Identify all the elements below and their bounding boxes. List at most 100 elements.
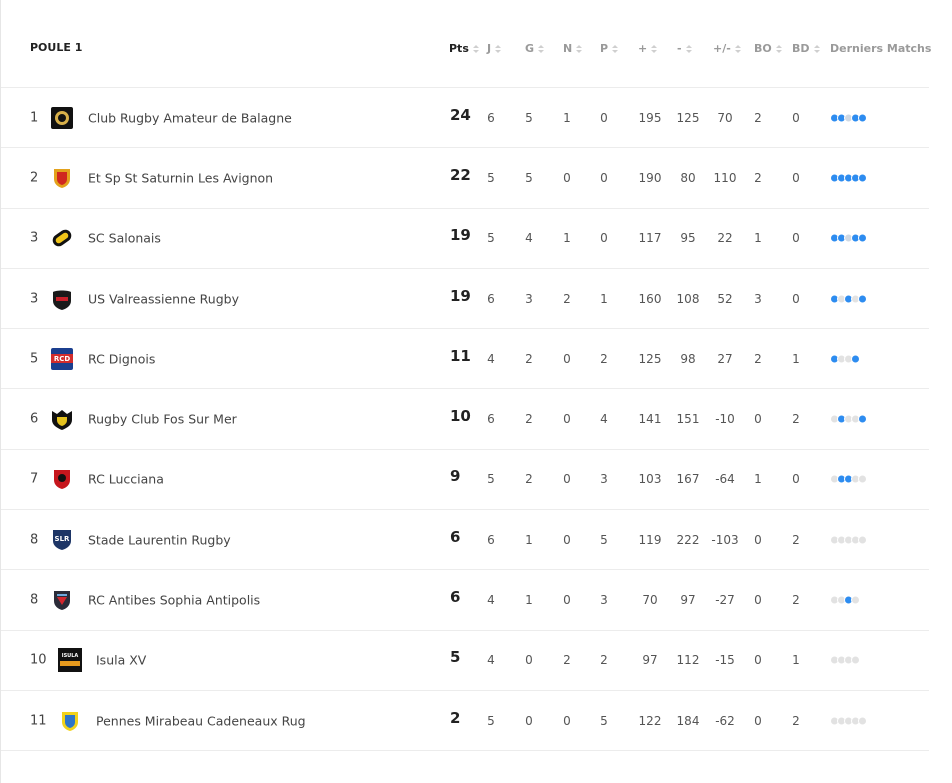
form-dot — [851, 655, 860, 665]
team-name[interactable]: RC Antibes Sophia Antipolis — [88, 592, 261, 608]
table-row[interactable]: 11 Pennes Mirabeau Cadeneaux Rug 2 5 0 0 5 122 1… — [1, 691, 929, 752]
team-name[interactable]: SC Salonais — [88, 230, 161, 246]
points: 6 — [450, 527, 461, 546]
stat-diff: -10 — [715, 412, 735, 427]
stat-g: 1 — [525, 593, 533, 608]
stat-minus: 167 — [676, 472, 700, 487]
recent-form — [830, 294, 867, 304]
points: 6 — [450, 588, 461, 607]
stat-bo: 0 — [754, 593, 762, 608]
stat-plus: 119 — [638, 532, 662, 547]
points: 24 — [450, 105, 471, 124]
sort-icon — [775, 44, 782, 53]
laurentin-logo: SLR — [50, 528, 74, 552]
rank: 8 — [30, 532, 39, 548]
table-row[interactable]: 3 SC Salonais 19 5 4 1 0 117 95 22 1 0 — [1, 209, 929, 269]
column-plus[interactable]: + — [638, 42, 658, 55]
form-dot — [858, 414, 867, 424]
column-bd[interactable]: BD — [792, 42, 820, 55]
table-row[interactable]: 8 SLR Stade Laurentin Rugby 6 6 1 0 5 119 222 -103… — [1, 510, 929, 571]
fos-logo — [50, 407, 74, 431]
points: 22 — [450, 165, 471, 184]
stat-p: 4 — [600, 412, 608, 427]
stat-bd: 2 — [792, 593, 800, 608]
stat-diff: -15 — [715, 653, 735, 668]
table-row[interactable]: 10 ISULA Isula XV 5 4 0 2 2 97 112 -15 0 1 — [1, 631, 929, 691]
column-bo[interactable]: BO — [754, 42, 782, 55]
table-row[interactable]: 3 US Valreassienne Rugby 19 6 3 2 1 160 108 52 3 0 — [1, 269, 929, 330]
stat-diff: 110 — [713, 170, 737, 185]
recent-form — [830, 354, 860, 364]
stat-minus: 97 — [680, 593, 696, 608]
team-name[interactable]: Pennes Mirabeau Cadeneaux Rug — [96, 713, 306, 729]
poule-title: POULE 1 — [30, 41, 83, 54]
svg-text:SLR: SLR — [55, 535, 71, 543]
stat-j: 5 — [487, 713, 495, 728]
stat-minus: 125 — [676, 110, 700, 125]
team-name[interactable]: Et Sp St Saturnin Les Avignon — [88, 170, 274, 186]
rank: 7 — [30, 471, 39, 487]
stat-diff: 27 — [717, 351, 733, 366]
form-dot — [858, 535, 867, 545]
form-dot — [858, 173, 867, 183]
column-minus[interactable]: - — [677, 42, 692, 55]
recent-form — [830, 716, 867, 726]
recent-form — [830, 113, 867, 123]
stat-plus: 125 — [638, 351, 662, 366]
column-form: Derniers Matchs — [830, 42, 932, 55]
stat-j: 4 — [487, 351, 495, 366]
column-g[interactable]: G — [525, 42, 545, 55]
stat-plus: 97 — [642, 653, 658, 668]
stat-g: 2 — [525, 412, 533, 427]
table-row[interactable]: 6 Rugby Club Fos Sur Mer 10 6 2 0 4 141 151 -10 0 2 — [1, 389, 929, 450]
column-pts[interactable]: Pts — [449, 42, 479, 55]
table-row[interactable]: 1 Club Rugby Amateur de Balagne 24 6 5 1 0 195 1… — [1, 88, 929, 149]
sort-icon — [472, 44, 479, 53]
stat-plus: 117 — [638, 231, 662, 246]
table-row[interactable]: 2 Et Sp St Saturnin Les Avignon 22 5 5 0 0 190 8… — [1, 148, 929, 209]
stat-j: 4 — [487, 653, 495, 668]
stat-plus: 160 — [638, 291, 662, 306]
team-name[interactable]: Rugby Club Fos Sur Mer — [88, 411, 237, 427]
column-p[interactable]: P — [600, 42, 619, 55]
sort-icon — [495, 44, 502, 53]
svg-text:ISULA: ISULA — [62, 653, 79, 659]
stat-diff: -64 — [715, 472, 735, 487]
stat-p: 0 — [600, 110, 608, 125]
points: 9 — [450, 467, 461, 486]
stat-p: 2 — [600, 653, 608, 668]
stat-diff: 70 — [717, 110, 733, 125]
team-name[interactable]: RC Lucciana — [88, 471, 164, 487]
stat-bo: 2 — [754, 110, 762, 125]
team-name[interactable]: Isula XV — [96, 652, 147, 668]
table-row[interactable]: 5 RCD RC Dignois 11 4 2 0 2 125 98 27 2 1 — [1, 329, 929, 390]
stat-bd: 2 — [792, 532, 800, 547]
rank: 8 — [30, 592, 39, 608]
recent-form — [830, 595, 860, 605]
stat-j: 5 — [487, 472, 495, 487]
stat-bd: 0 — [792, 110, 800, 125]
stat-bo: 1 — [754, 472, 762, 487]
stat-n: 0 — [563, 351, 571, 366]
table-header: POULE 1 Pts J G N P + - +/- BO BD Dernie… — [1, 0, 932, 88]
table-row[interactable]: 8 RC Antibes Sophia Antipolis 6 4 1 0 3 70 97 -27… — [1, 570, 929, 631]
stat-g: 4 — [525, 231, 533, 246]
team-name[interactable]: RC Dignois — [88, 351, 156, 367]
stat-bd: 0 — [792, 231, 800, 246]
table-row[interactable]: 7 RC Lucciana 9 5 2 0 3 103 167 -64 1 0 — [1, 450, 929, 511]
team-name[interactable]: US Valreassienne Rugby — [88, 291, 239, 307]
team-name[interactable]: Club Rugby Amateur de Balagne — [88, 110, 292, 126]
valreassienne-logo — [50, 287, 74, 311]
stat-n: 0 — [563, 170, 571, 185]
stat-bd: 2 — [792, 412, 800, 427]
column-j[interactable]: J — [487, 42, 502, 55]
stat-bd: 0 — [792, 291, 800, 306]
form-dot — [858, 294, 867, 304]
stat-j: 6 — [487, 291, 495, 306]
column-diff[interactable]: +/- — [713, 42, 741, 55]
team-name[interactable]: Stade Laurentin Rugby — [88, 532, 231, 548]
stat-diff: 52 — [717, 291, 733, 306]
column-n[interactable]: N — [563, 42, 583, 55]
form-dot — [858, 233, 867, 243]
sort-icon — [612, 44, 619, 53]
